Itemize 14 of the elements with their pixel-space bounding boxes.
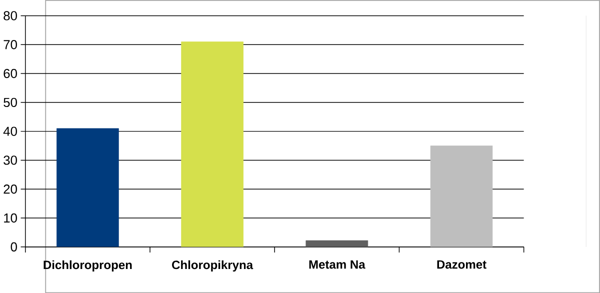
x-tick-label: Dazomet <box>437 260 486 269</box>
y-tick-label: 0 <box>10 242 17 252</box>
y-tick-label: 80 <box>4 11 17 20</box>
x-tick-label: Metam Na <box>309 260 366 269</box>
x-tick-label: Chloropikryna <box>172 260 254 272</box>
y-tick-label: 10 <box>4 213 17 223</box>
y-tick-label: 40 <box>3 126 17 136</box>
x-tick-label: Dichloropropen <box>44 260 132 272</box>
y-tick-label: 50 <box>4 98 17 107</box>
y-tick-label: 20 <box>4 184 17 194</box>
y-tick-label: 60 <box>4 68 17 78</box>
bar <box>181 41 244 247</box>
y-tick-label: 70 <box>4 40 17 50</box>
y-tick-label: 30 <box>4 156 17 165</box>
